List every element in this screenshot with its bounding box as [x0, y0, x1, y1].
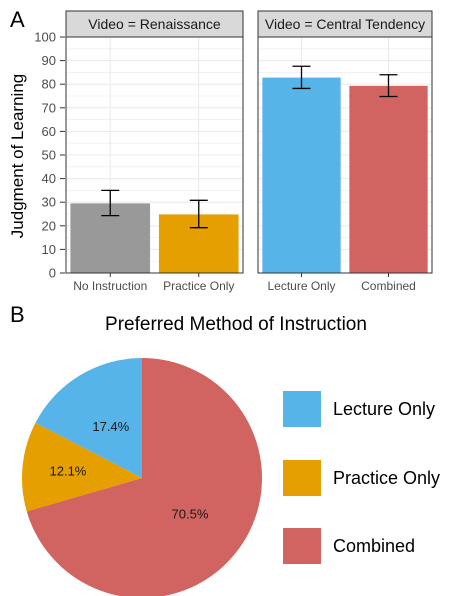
bar [349, 85, 428, 274]
y-tick-label: 90 [42, 53, 56, 68]
facet-strip-label: Video = Central Tendency [265, 16, 425, 32]
pie-legend: Lecture Only Practice Only Combined [283, 391, 440, 564]
pie-slice-label: 17.4% [92, 419, 129, 434]
x-tick-label: Practice Only [163, 279, 234, 293]
legend-label: Lecture Only [333, 399, 435, 419]
y-tick-label: 0 [49, 266, 56, 281]
pie-slice [35, 358, 142, 478]
facet-strip-label: Video = Renaissance [88, 16, 221, 32]
pie-slices: 17.4% 12.1% 70.5% [21, 358, 262, 596]
y-tick-label: 80 [42, 77, 56, 92]
y-tick-label: 100 [34, 30, 56, 45]
pie-slice [26, 358, 262, 596]
pie-title: Preferred Method of Instruction [105, 314, 367, 335]
panel-label-a: A [10, 7, 25, 32]
facet-central-tendency: Video = Central Tendency Lecture Only Comb… [257, 10, 433, 293]
y-tick-label: 30 [42, 195, 56, 210]
y-axis-title: Judgment of Learning [8, 74, 27, 238]
pie-chart: Preferred Method of Instruction 17.4% 12.… [21, 314, 440, 596]
facet-border [65, 36, 244, 274]
x-tick-label: Lecture Only [267, 279, 335, 293]
x-tick-label: Combined [361, 279, 416, 293]
legend-label: Practice Only [333, 468, 440, 488]
legend-swatch [283, 528, 321, 564]
y-tick-label: 70 [42, 100, 56, 115]
legend-swatch [283, 391, 321, 427]
facet-strip [257, 10, 433, 38]
y-tick-label: 60 [42, 124, 56, 139]
y-tick-label: 50 [42, 148, 56, 163]
y-tick-label: 40 [42, 171, 56, 186]
y-tick-label: 10 [42, 242, 56, 257]
facet-renaissance: Video = Renaissance No Instruction Practic… [65, 10, 244, 293]
facet-strip [65, 10, 244, 38]
legend-label: Combined [333, 536, 415, 556]
y-axis-ticks: 0 10 20 30 40 50 60 70 80 90 100 [34, 30, 65, 281]
legend-swatch [283, 460, 321, 496]
y-tick-label: 20 [42, 218, 56, 233]
bar-chart: Judgment of Learning 0 10 20 30 40 50 60 70 80 90… [8, 10, 433, 293]
bar [262, 77, 341, 273]
panel-label-b: B [10, 302, 25, 327]
pie-slice [21, 422, 142, 512]
pie-slice-label: 12.1% [50, 463, 87, 478]
x-tick-label: No Instruction [73, 279, 147, 293]
pie-slice-label: 70.5% [172, 507, 209, 522]
facet-border [257, 36, 433, 274]
